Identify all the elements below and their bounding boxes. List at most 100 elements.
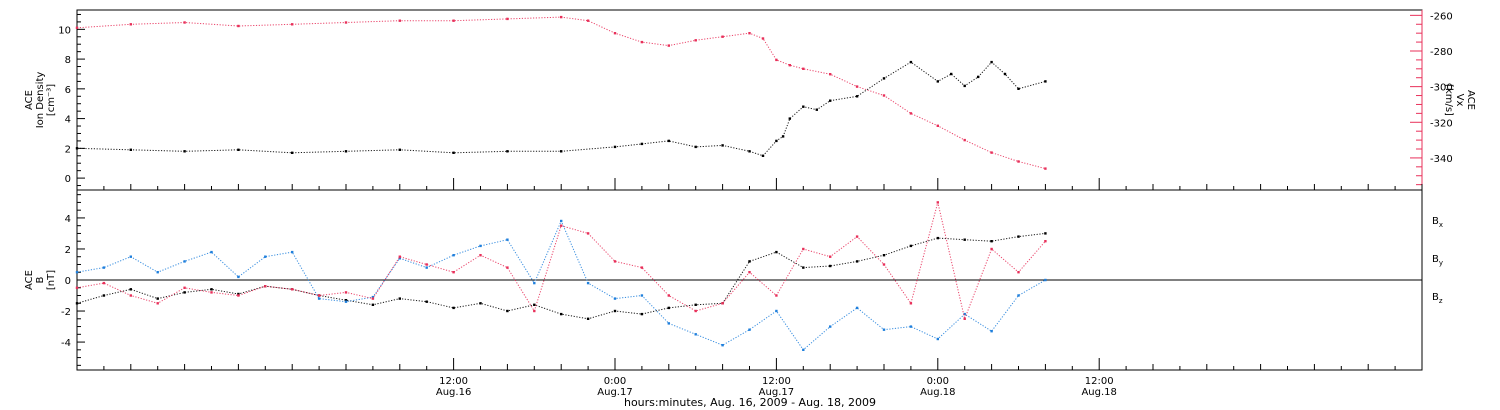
b-field-ylabel: ACE B [nT] [24,270,57,290]
by-point [398,257,401,260]
by-point [371,295,375,299]
bz-point [264,285,267,288]
bx-point [129,288,132,291]
vx-point [775,58,778,62]
by-point [882,328,886,331]
bz-point [75,286,79,289]
by-point [775,309,778,313]
by-point [694,333,697,336]
by-point [317,297,321,300]
vx-point [586,19,590,22]
bz-point [506,266,509,269]
ion-density-point [781,135,785,138]
vx-tick-label: -260 [1430,11,1453,22]
bx-point [102,294,106,297]
bz-point [1017,271,1020,274]
by-point [560,219,563,223]
vx-point [237,24,240,28]
bz-point [102,281,106,285]
ion-density-point [829,99,832,102]
series-layer [75,15,1047,351]
vx-point [721,35,724,38]
bz-point [156,302,159,305]
vx-ylabel-line2: Vx [1454,94,1465,107]
bx-point [1044,232,1047,235]
ion-density-point [398,148,401,151]
bz-point [882,263,886,266]
ion-density-point [990,60,993,64]
date-tick-label: Aug.18 [1081,387,1116,398]
b-field-axis: -4 -2 0 2 4 [61,194,85,366]
vx-point [936,124,939,127]
bz-point [1044,240,1047,243]
bx-point [694,303,697,306]
by-point [237,275,240,279]
ion-density-point [977,75,980,79]
date-tick-label: Aug.17 [759,387,794,398]
ion-density-point [909,60,913,64]
by-point [829,325,832,328]
b-field-ylabel-unit: [nT] [46,270,57,290]
vx-point [748,32,751,35]
vx-tick-label: -280 [1430,47,1453,58]
vx-point [829,73,832,76]
ion-density-point [694,145,697,149]
bx-point [640,312,644,316]
by-point [748,328,751,331]
ion-density-point [855,95,859,98]
by-point [344,300,348,303]
by-point [156,271,159,274]
bz-point [210,291,213,294]
by-point [1017,294,1020,297]
bx-point [775,250,778,254]
bx-point [344,299,348,302]
bz-point [721,302,724,305]
by-point [102,266,106,269]
b-field-tick-label: -4 [61,338,71,349]
ion-density-point [506,150,509,153]
bx-point [506,309,509,313]
bx-point [829,264,832,268]
bx-point [183,291,186,294]
vx-tick-label: -300 [1430,83,1453,94]
vx-point [291,23,294,26]
by-point [533,281,536,285]
ion-density-point [802,105,805,108]
by-point [479,244,482,248]
bx-point [1017,235,1020,238]
bx-point [909,244,913,248]
by-point [721,344,724,347]
by-point [129,255,132,258]
by-point [667,322,670,325]
vx-point [788,64,791,67]
vx-point [613,32,617,35]
vx-point [560,15,563,19]
bx-point [398,297,401,300]
vx-ylabel-line1: ACE [1465,90,1476,110]
vx-point [452,19,455,22]
bz-point [398,255,401,258]
bz-point [748,271,751,274]
bx-point [936,236,939,240]
bx-point [560,312,563,316]
time-tick-label: 0:00 [927,376,949,387]
by-point [909,325,913,328]
ion-density-point [963,84,966,88]
bx-point [371,303,375,306]
vx-point [855,85,859,88]
by-point [210,250,213,254]
vx-point [506,17,509,21]
bx-point [237,292,240,296]
bz-point [237,294,240,297]
bz-point [909,302,913,305]
ion-density-point [1003,72,1007,76]
bz-point [640,266,644,269]
ion-density-line [76,61,1046,157]
time-axis: 12:00Aug.160:00Aug.1712:00Aug.170:00Aug.… [76,178,1423,398]
vx-ylabel-unit: [km/s] [1443,84,1454,116]
vx-tick-label: -340 [1430,154,1453,165]
bz-point [425,263,428,266]
bx-point [748,260,751,263]
bx-point [882,254,886,257]
